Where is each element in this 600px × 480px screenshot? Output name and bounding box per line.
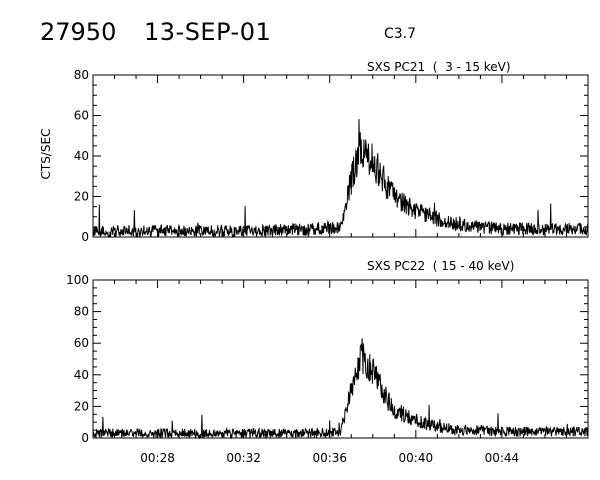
panel-1-title: SXS PC21 ( 3 - 15 keV) [367, 60, 511, 74]
panel-2-title: SXS PC22 ( 15 - 40 keV) [367, 259, 514, 273]
event-date: 13-SEP-01 [144, 18, 271, 46]
y-tick-label: 60 [74, 109, 89, 123]
y-tick-label: 100 [66, 273, 89, 287]
panel-1-ylabel: CTS/SEC [39, 129, 53, 180]
event-id: 27950 [40, 18, 116, 46]
plot-frame [92, 279, 589, 439]
x-tick-label: 00:28 [140, 451, 175, 465]
x-tick-label: 00:36 [312, 451, 347, 465]
flare-class: C3.7 [384, 26, 416, 42]
y-tick-label: 80 [74, 68, 89, 82]
x-tick-label: 00:32 [226, 451, 261, 465]
count-rate-trace [92, 119, 589, 239]
panel-pc21: 0 20 40 60 80 [74, 68, 589, 244]
plot-frame [92, 74, 589, 238]
y-tick-label: 20 [74, 399, 89, 413]
y-tick-label: 40 [74, 368, 89, 382]
x-tick-label: 00:40 [399, 451, 434, 465]
y-tick-label: 0 [81, 230, 89, 244]
panel-pc22: 0 20 40 60 80 100 00:28 00:32 00:36 00:40 00:44 [66, 273, 589, 465]
count-rate-trace [92, 338, 589, 440]
y-tick-label: 80 [74, 305, 89, 319]
y-tick-label: 40 [74, 149, 89, 163]
y-tick-label: 20 [74, 190, 89, 204]
y-tick-label: 0 [81, 431, 89, 445]
x-tick-label: 00:44 [485, 451, 520, 465]
y-tick-label: 60 [74, 336, 89, 350]
